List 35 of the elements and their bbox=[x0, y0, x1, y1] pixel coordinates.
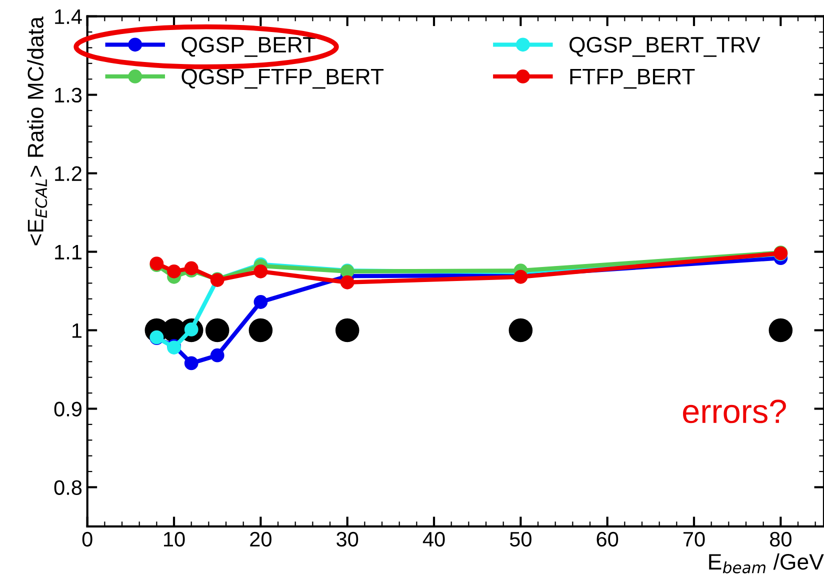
y-tick-label: 1.2 bbox=[55, 166, 82, 181]
y-tick-label: 1.3 bbox=[55, 88, 82, 103]
x-axis-title: E$_{beam}$ /GeV bbox=[709, 553, 824, 574]
point bbox=[340, 275, 354, 290]
point bbox=[254, 295, 268, 309]
y-tick-label: 1.4 bbox=[55, 10, 82, 24]
x-tick-label: 30 bbox=[336, 532, 358, 547]
x-tick-label: 50 bbox=[510, 532, 532, 547]
annotation: errors? bbox=[683, 400, 786, 424]
y-tick-label: 1 bbox=[72, 323, 82, 338]
legend-label: QGSP_BERT bbox=[182, 36, 316, 57]
point bbox=[254, 264, 268, 278]
x-tick-label: 0 bbox=[82, 532, 92, 547]
point bbox=[167, 264, 181, 278]
x-tick-label: 10 bbox=[164, 532, 185, 547]
point bbox=[248, 318, 273, 342]
point bbox=[184, 356, 198, 370]
legend-label: QGSP_BERT_TRV bbox=[570, 36, 760, 57]
legend-label: FTFP_BERT bbox=[570, 68, 695, 89]
y-tick-label: 1.1 bbox=[55, 244, 82, 260]
point bbox=[210, 348, 224, 362]
x-tick-label: 80 bbox=[770, 532, 792, 547]
x-tick-label: 40 bbox=[422, 532, 445, 547]
point bbox=[205, 318, 230, 342]
point bbox=[335, 318, 360, 342]
y-tick-label: 0.8 bbox=[54, 480, 82, 495]
y-tick-label: 0.9 bbox=[54, 402, 82, 416]
point bbox=[184, 261, 198, 276]
point bbox=[768, 318, 793, 342]
x-tick-label: 60 bbox=[596, 532, 618, 547]
legend-label: QGSP_FTFP_BERT bbox=[182, 68, 384, 89]
point bbox=[508, 318, 533, 342]
x-tick-label: 70 bbox=[683, 532, 705, 547]
y-axis-title: <E$_{ECAL}$> Ratio MC/data bbox=[27, 16, 48, 246]
x-tick-label: 20 bbox=[250, 532, 272, 547]
